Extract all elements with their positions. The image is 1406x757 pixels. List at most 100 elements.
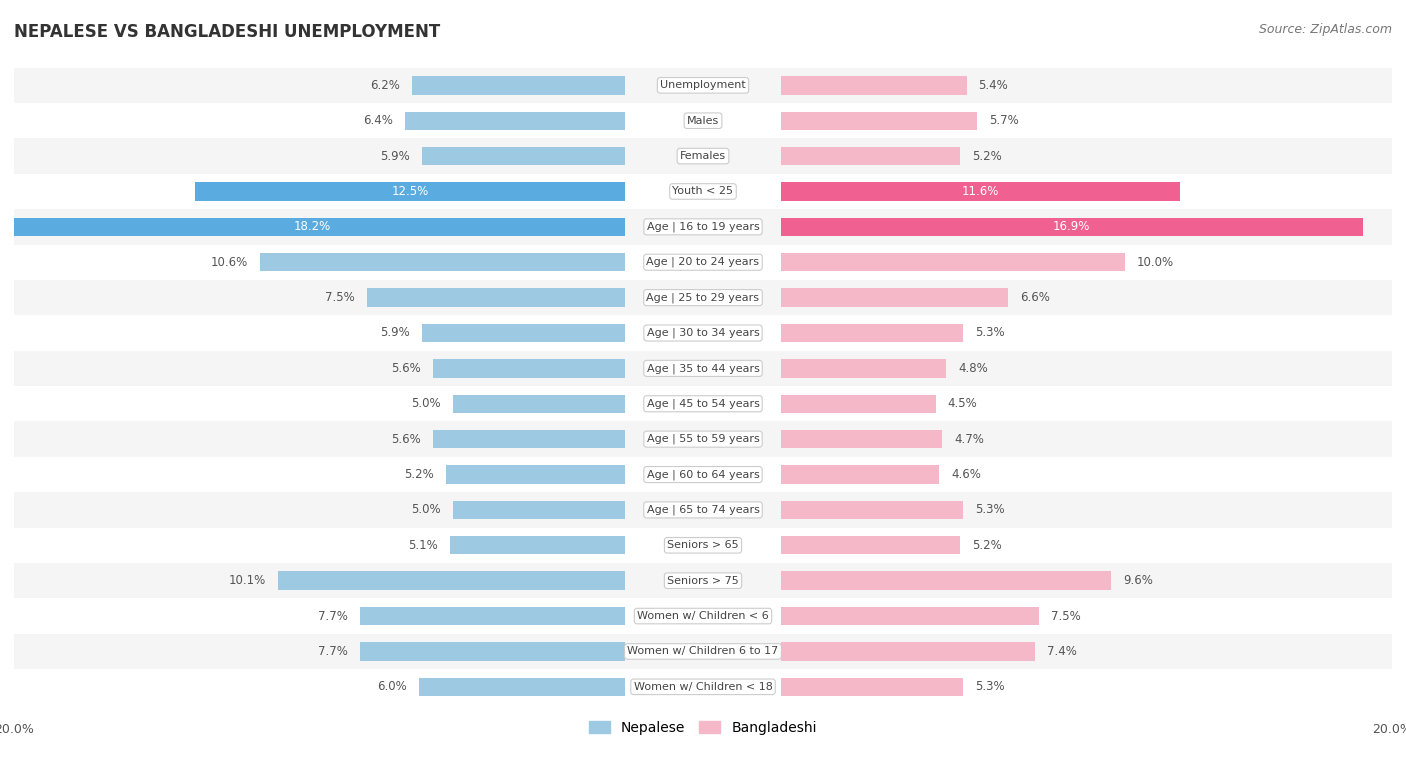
Bar [360, 607, 626, 625]
Bar [780, 111, 977, 130]
Text: 12.5%: 12.5% [392, 185, 429, 198]
Bar [14, 669, 1392, 705]
Text: Seniors > 75: Seniors > 75 [666, 575, 740, 586]
Text: Females: Females [681, 151, 725, 161]
Bar [780, 76, 966, 95]
Text: 11.6%: 11.6% [962, 185, 1000, 198]
Bar [453, 394, 626, 413]
Bar [780, 572, 1111, 590]
Bar [14, 386, 1392, 422]
Text: 18.2%: 18.2% [294, 220, 330, 233]
Bar [14, 350, 1392, 386]
Text: 7.4%: 7.4% [1047, 645, 1077, 658]
Bar [360, 642, 626, 661]
Bar [780, 218, 1362, 236]
Legend: Nepalese, Bangladeshi: Nepalese, Bangladeshi [583, 715, 823, 740]
Text: 6.6%: 6.6% [1019, 291, 1050, 304]
Text: Age | 16 to 19 years: Age | 16 to 19 years [647, 222, 759, 232]
Text: Age | 25 to 29 years: Age | 25 to 29 years [647, 292, 759, 303]
Bar [422, 324, 626, 342]
Text: 5.6%: 5.6% [391, 433, 420, 446]
Text: 5.3%: 5.3% [976, 326, 1005, 339]
Bar [780, 536, 960, 554]
Bar [780, 288, 1008, 307]
Text: Age | 55 to 59 years: Age | 55 to 59 years [647, 434, 759, 444]
Bar [277, 572, 626, 590]
Bar [780, 430, 942, 448]
Text: 6.0%: 6.0% [377, 681, 406, 693]
Bar [14, 139, 1392, 174]
Text: Women w/ Children < 18: Women w/ Children < 18 [634, 682, 772, 692]
Text: 7.7%: 7.7% [318, 609, 349, 622]
Bar [780, 466, 939, 484]
Text: 5.9%: 5.9% [381, 150, 411, 163]
Text: 7.7%: 7.7% [318, 645, 349, 658]
Text: 5.2%: 5.2% [972, 539, 1001, 552]
Text: 5.4%: 5.4% [979, 79, 1008, 92]
Bar [780, 642, 1035, 661]
Bar [453, 500, 626, 519]
Text: NEPALESE VS BANGLADESHI UNEMPLOYMENT: NEPALESE VS BANGLADESHI UNEMPLOYMENT [14, 23, 440, 41]
Text: 16.9%: 16.9% [1053, 220, 1090, 233]
Bar [780, 147, 960, 165]
Bar [14, 492, 1392, 528]
Text: 6.4%: 6.4% [363, 114, 392, 127]
Text: Source: ZipAtlas.com: Source: ZipAtlas.com [1258, 23, 1392, 36]
Bar [433, 430, 626, 448]
Text: 5.6%: 5.6% [391, 362, 420, 375]
Text: Age | 35 to 44 years: Age | 35 to 44 years [647, 363, 759, 374]
Text: 5.1%: 5.1% [408, 539, 437, 552]
Bar [14, 528, 1392, 563]
Bar [780, 324, 963, 342]
Text: 10.0%: 10.0% [1137, 256, 1174, 269]
Bar [14, 245, 1392, 280]
Text: Age | 20 to 24 years: Age | 20 to 24 years [647, 257, 759, 267]
Bar [780, 500, 963, 519]
Text: 10.6%: 10.6% [211, 256, 249, 269]
Text: 7.5%: 7.5% [325, 291, 356, 304]
Bar [780, 678, 963, 696]
Text: Women w/ Children < 6: Women w/ Children < 6 [637, 611, 769, 621]
Bar [780, 182, 1180, 201]
Text: 5.3%: 5.3% [976, 503, 1005, 516]
Bar [780, 253, 1125, 272]
Bar [446, 466, 626, 484]
Text: 5.3%: 5.3% [976, 681, 1005, 693]
Text: 5.7%: 5.7% [988, 114, 1019, 127]
Bar [260, 253, 626, 272]
Bar [14, 209, 1392, 245]
Bar [422, 147, 626, 165]
Text: 5.0%: 5.0% [412, 503, 441, 516]
Bar [780, 394, 935, 413]
Bar [14, 103, 1392, 139]
Text: Age | 30 to 34 years: Age | 30 to 34 years [647, 328, 759, 338]
Bar [14, 280, 1392, 316]
Bar [780, 359, 946, 378]
Text: 5.2%: 5.2% [405, 468, 434, 481]
Text: Youth < 25: Youth < 25 [672, 186, 734, 197]
Bar [14, 316, 1392, 350]
Bar [195, 182, 626, 201]
Bar [0, 218, 626, 236]
Text: 4.8%: 4.8% [957, 362, 987, 375]
Text: 4.7%: 4.7% [955, 433, 984, 446]
Bar [14, 67, 1392, 103]
Text: Age | 45 to 54 years: Age | 45 to 54 years [647, 398, 759, 409]
Text: Age | 60 to 64 years: Age | 60 to 64 years [647, 469, 759, 480]
Bar [405, 111, 626, 130]
Bar [433, 359, 626, 378]
Text: Males: Males [688, 116, 718, 126]
Text: 5.0%: 5.0% [412, 397, 441, 410]
Bar [14, 422, 1392, 456]
Text: 4.5%: 4.5% [948, 397, 977, 410]
Bar [14, 598, 1392, 634]
Text: 4.6%: 4.6% [950, 468, 981, 481]
Bar [450, 536, 626, 554]
Text: 6.2%: 6.2% [370, 79, 399, 92]
Text: Age | 65 to 74 years: Age | 65 to 74 years [647, 505, 759, 516]
Bar [412, 76, 626, 95]
Bar [14, 563, 1392, 598]
Bar [14, 634, 1392, 669]
Text: Seniors > 65: Seniors > 65 [668, 540, 738, 550]
Text: 9.6%: 9.6% [1123, 574, 1153, 587]
